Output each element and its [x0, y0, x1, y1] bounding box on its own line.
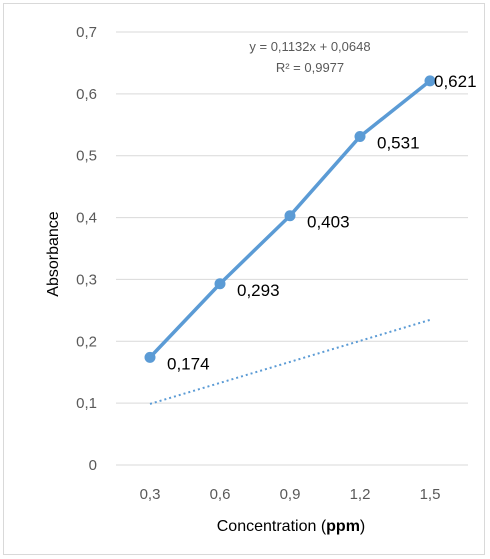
y-tick-label: 0,1: [76, 395, 97, 412]
series-absorbance: [144, 75, 436, 363]
trendline: [149, 318, 431, 405]
y-tick-label: 0: [89, 457, 97, 474]
data-label: 0,293: [237, 281, 280, 300]
data-point: [144, 351, 156, 363]
x-tick-label: 0,6: [210, 486, 231, 503]
y-tick-label: 0,4: [76, 210, 97, 227]
data-point: [424, 75, 436, 87]
data-point: [214, 278, 226, 290]
data-label: 0,621: [434, 72, 477, 91]
data-labels: 0,174 0,293 0,403 0,531 0,621: [167, 72, 477, 374]
x-tick-label: 1,5: [420, 486, 441, 503]
x-axis-title-suffix: ): [360, 518, 365, 535]
data-label: 0,403: [307, 213, 350, 232]
data-label: 0,174: [167, 354, 210, 373]
y-axis-title: Absorbance: [45, 211, 62, 296]
y-tick-labels: 0 0,1 0,2 0,3 0,4 0,5 0,6 0,7: [76, 24, 97, 474]
data-label: 0,531: [377, 134, 420, 153]
x-tick-labels: 0,3 0,6 0,9 1,2 1,5: [140, 486, 441, 503]
data-point: [354, 131, 366, 143]
y-tick-label: 0,2: [76, 333, 97, 350]
y-tick-label: 0,5: [76, 148, 97, 165]
trendline-line: [149, 318, 431, 405]
y-tick-label: 0,6: [76, 86, 97, 103]
trendline-r-squared: R² = 0,9977: [276, 60, 344, 75]
y-tick-label: 0,7: [76, 24, 97, 41]
x-axis-title-unit: ppm: [326, 518, 360, 535]
y-tick-label: 0,3: [76, 271, 97, 288]
x-axis-title: Concentration (ppm): [217, 518, 366, 535]
x-tick-label: 0,3: [140, 486, 161, 503]
gridlines: [116, 31, 468, 466]
data-point: [284, 210, 296, 222]
x-tick-label: 0,9: [280, 486, 301, 503]
x-tick-label: 1,2: [350, 486, 371, 503]
trendline-equation: y = 0,1132x + 0,0648: [249, 39, 370, 54]
x-axis-title-prefix: Concentration (: [217, 518, 327, 535]
